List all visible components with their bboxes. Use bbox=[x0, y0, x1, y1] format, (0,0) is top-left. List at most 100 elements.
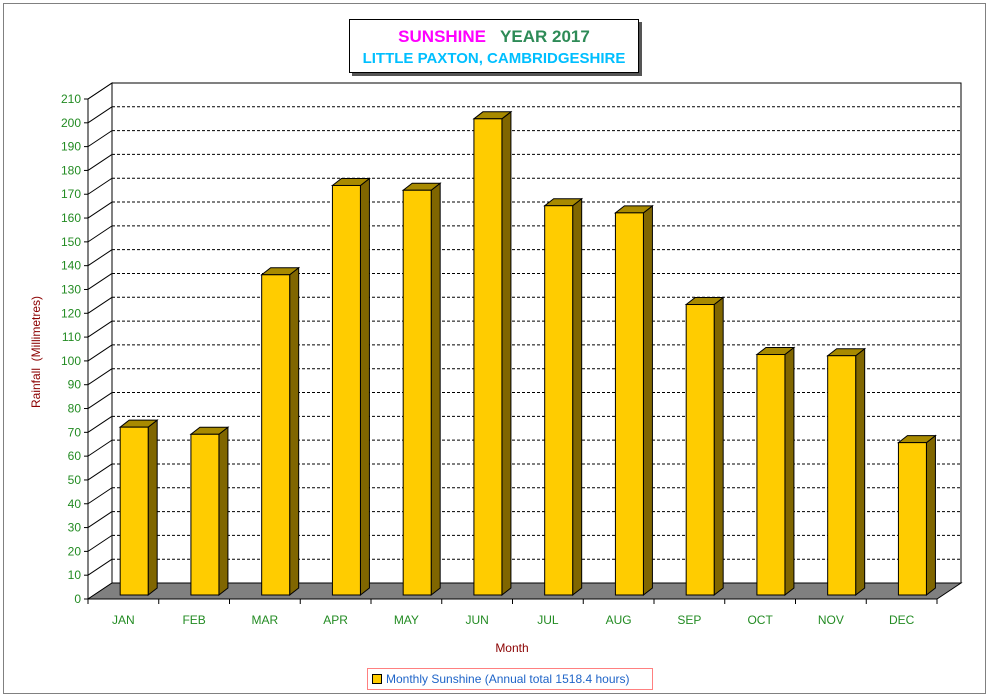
bar-front bbox=[756, 354, 786, 596]
bar-jun bbox=[472, 110, 513, 597]
gridline-wall bbox=[87, 201, 113, 219]
bar-side bbox=[925, 434, 936, 597]
x-tick-label: APR bbox=[323, 613, 348, 627]
y-tick-label: 60 bbox=[68, 449, 82, 463]
bar-front bbox=[190, 433, 220, 596]
x-tick-label: NOV bbox=[818, 613, 844, 627]
bar-front bbox=[685, 304, 715, 596]
bar-sep bbox=[684, 296, 725, 597]
gridline-wall bbox=[87, 511, 113, 528]
gridline-wall bbox=[87, 320, 113, 338]
bar-front bbox=[544, 205, 574, 596]
gridline-wall bbox=[87, 177, 113, 195]
gridline-wall bbox=[87, 249, 113, 267]
y-tick-label: 40 bbox=[68, 497, 82, 511]
left-wall bbox=[87, 82, 113, 600]
x-axis-ticks: JAN FEB MAR APR MAY JUN JUL AUG SEP OCT NOV DEC bbox=[87, 599, 938, 627]
bar-side bbox=[430, 182, 441, 597]
chart-title: SUNSHINE YEAR 2017 bbox=[350, 27, 638, 47]
y-axis-title: Rainfall (Millimetres) bbox=[29, 296, 43, 408]
x-tick-label: JUL bbox=[537, 613, 559, 627]
bar-front bbox=[119, 426, 149, 596]
y-tick-label: 150 bbox=[61, 235, 81, 249]
y-tick-label: 10 bbox=[68, 568, 82, 582]
bar-side bbox=[855, 347, 866, 597]
bar-side bbox=[289, 266, 300, 597]
title-part-sunshine: SUNSHINE bbox=[398, 27, 487, 46]
title-part-year: YEAR 2017 bbox=[500, 27, 590, 46]
gridline-wall bbox=[87, 273, 113, 290]
x-tick-label: MAY bbox=[394, 613, 419, 627]
chart-walls bbox=[87, 82, 962, 600]
bar-front bbox=[402, 189, 432, 596]
x-tick-label: MAR bbox=[252, 613, 279, 627]
bar-front bbox=[614, 212, 644, 596]
y-tick-label: 170 bbox=[61, 187, 81, 201]
bar-jul bbox=[543, 197, 584, 597]
y-tick-label: 90 bbox=[68, 378, 82, 392]
gridline-wall bbox=[87, 463, 113, 481]
legend: Monthly Sunshine (Annual total 1518.4 ho… bbox=[367, 668, 653, 690]
bar-feb bbox=[189, 426, 230, 597]
gridline-wall bbox=[87, 534, 113, 552]
y-tick-label: 80 bbox=[68, 402, 82, 416]
y-tick-label: 160 bbox=[61, 211, 81, 225]
legend-label: Monthly Sunshine (Annual total 1518.4 ho… bbox=[386, 672, 630, 686]
bar-jan bbox=[118, 419, 159, 597]
y-tick-label: 180 bbox=[61, 163, 81, 177]
bar-oct bbox=[755, 346, 796, 597]
bar-may bbox=[401, 182, 442, 597]
gridline-wall bbox=[87, 154, 113, 171]
chart-title-box: SUNSHINE YEAR 2017 LITTLE PAXTON, CAMBRID… bbox=[349, 19, 639, 73]
bar-side bbox=[713, 296, 724, 597]
bar-dec bbox=[896, 434, 937, 597]
bar-front bbox=[261, 274, 291, 596]
gridline-wall bbox=[87, 130, 113, 148]
y-axis-ticks: 0 10 20 30 40 50 60 70 80 90 100 110 120 130 140 150 160… bbox=[61, 92, 88, 606]
y-tick-label: 110 bbox=[62, 330, 81, 344]
y-tick-label: 130 bbox=[61, 282, 81, 296]
gridline-wall bbox=[87, 296, 113, 314]
bar-aug bbox=[613, 204, 654, 597]
y-tick-label: 140 bbox=[61, 259, 81, 273]
y-tick-label: 0 bbox=[74, 592, 81, 606]
bar-side bbox=[359, 177, 370, 597]
gridline-wall bbox=[87, 392, 113, 409]
bar-side bbox=[642, 204, 653, 597]
legend-swatch bbox=[372, 673, 382, 684]
gridlines bbox=[87, 82, 961, 576]
bars bbox=[118, 110, 937, 597]
x-tick-label: OCT bbox=[747, 613, 773, 627]
x-axis-title: Month bbox=[495, 641, 528, 655]
y-tick-label: 20 bbox=[68, 544, 82, 558]
x-tick-label: FEB bbox=[182, 613, 205, 627]
gridline-wall bbox=[87, 487, 113, 505]
bar-front bbox=[897, 442, 927, 596]
gridline-wall bbox=[87, 439, 113, 457]
bar-mar bbox=[260, 266, 301, 597]
bar-side bbox=[218, 426, 229, 597]
gridline-wall bbox=[87, 558, 113, 576]
y-tick-label: 190 bbox=[61, 140, 81, 154]
gridline-wall bbox=[87, 225, 113, 243]
chart-subtitle: LITTLE PAXTON, CAMBRIDGESHIRE bbox=[362, 50, 626, 67]
x-tick-label: AUG bbox=[606, 613, 632, 627]
x-tick-label: JUN bbox=[465, 613, 488, 627]
bar-side bbox=[501, 110, 512, 597]
gridline-wall bbox=[87, 344, 113, 362]
bar-front bbox=[473, 118, 503, 596]
gridline-wall bbox=[87, 368, 113, 386]
gridline-wall bbox=[87, 415, 113, 433]
bar-side bbox=[147, 419, 158, 597]
bar-nov bbox=[826, 347, 867, 597]
y-tick-label: 70 bbox=[68, 425, 82, 439]
bar-side bbox=[784, 346, 795, 597]
y-tick-label: 30 bbox=[68, 521, 82, 535]
y-tick-label: 210 bbox=[61, 92, 81, 106]
bar-apr bbox=[330, 177, 371, 597]
y-tick-label: 50 bbox=[68, 473, 82, 487]
gridline-wall bbox=[87, 106, 113, 124]
x-tick-label: DEC bbox=[889, 613, 915, 627]
y-tick-label: 200 bbox=[61, 116, 81, 130]
